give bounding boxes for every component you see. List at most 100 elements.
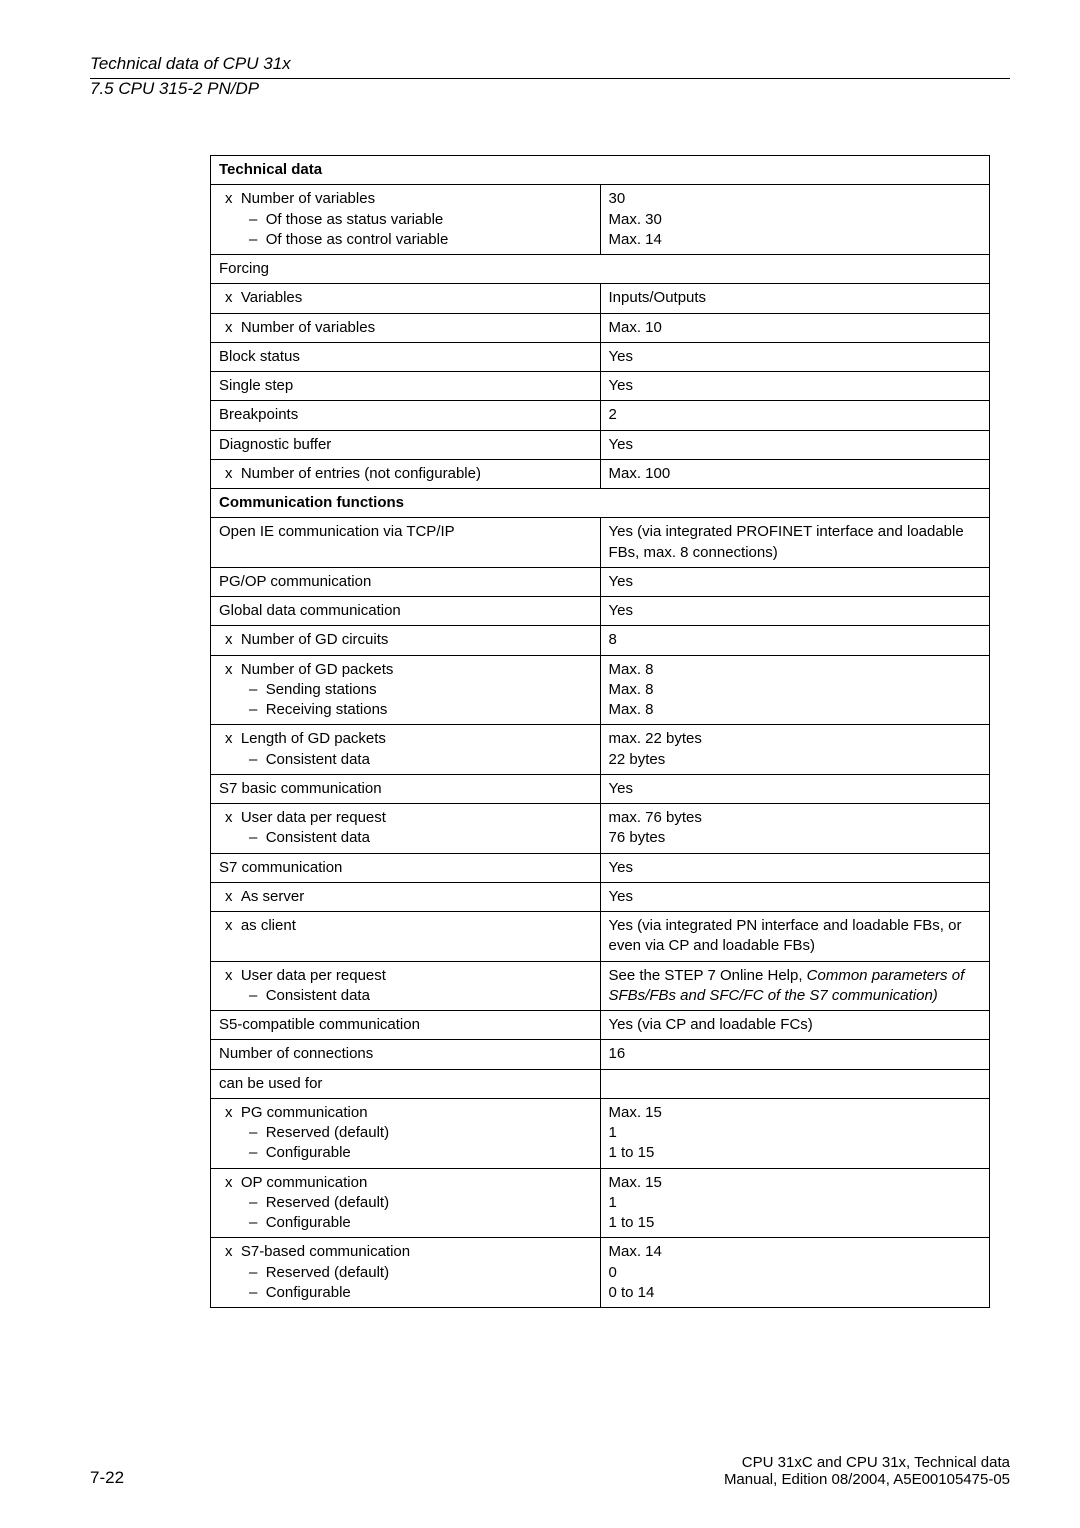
table-row: Number of entries (not configurable) Max.…: [211, 459, 990, 488]
table-left-item: Configurable: [219, 1213, 592, 1233]
table-left-item: Reserved (default): [219, 1123, 592, 1143]
table-right-item: 76 bytes: [609, 828, 982, 848]
table-right-item: max. 22 bytes: [609, 729, 982, 749]
table-left-item: OP communication: [219, 1173, 592, 1193]
table-cell-right: [600, 1069, 990, 1098]
table-left-item: PG/OP communication: [219, 572, 592, 592]
table-left-item: User data per request: [219, 966, 592, 986]
table-cell-left: Number of GD packetsSending stationsRece…: [211, 655, 601, 725]
table-left-item: Number of entries (not configurable): [219, 464, 592, 484]
table-left-item: Global data communication: [219, 601, 592, 621]
table-heading: Technical data: [211, 156, 990, 185]
table-cell-left: S5-compatible communication: [211, 1011, 601, 1040]
table-left-item: Receiving stations: [219, 700, 592, 720]
table-cell-left: As server: [211, 882, 601, 911]
table-cell-right: 8: [600, 626, 990, 655]
table-row: As server Yes: [211, 882, 990, 911]
table-row: Communication functions: [211, 489, 990, 518]
table-right-item: Max. 10: [609, 318, 982, 338]
table-right-item: max. 76 bytes: [609, 808, 982, 828]
table-cell-left: Forcing: [211, 255, 990, 284]
table-row: Number of GD packetsSending stationsRece…: [211, 655, 990, 725]
table-cell-left: Block status: [211, 342, 601, 371]
table-cell-left: PG communicationReserved (default)Config…: [211, 1098, 601, 1168]
table-right-item: Yes (via CP and loadable FCs): [609, 1015, 982, 1035]
table-cell-left: Number of variablesOf those as status va…: [211, 185, 601, 255]
table-row: PG/OP communication Yes: [211, 567, 990, 596]
table-right-item: Yes: [609, 376, 982, 396]
table-cell-right: Yes: [600, 597, 990, 626]
table-cell-left: Number of entries (not configurable): [211, 459, 601, 488]
table-left-item: Consistent data: [219, 828, 592, 848]
table-right-item: 0: [609, 1263, 982, 1283]
table-right-item: Yes: [609, 601, 982, 621]
table-cell-right: 2: [600, 401, 990, 430]
table-right-item: 0 to 14: [609, 1283, 982, 1303]
table-left-item: Variables: [219, 288, 592, 308]
table-right-item: 30: [609, 189, 982, 209]
table-cell-left: Diagnostic buffer: [211, 430, 601, 459]
table-row: Length of GD packetsConsistent datamax. …: [211, 725, 990, 775]
table-cell-left: Breakpoints: [211, 401, 601, 430]
table-row: OP communicationReserved (default)Config…: [211, 1168, 990, 1238]
table-left-item: Number of connections: [219, 1044, 592, 1064]
table-cell-right: Yes: [600, 567, 990, 596]
table-cell-left: OP communicationReserved (default)Config…: [211, 1168, 601, 1238]
table-cell-right: Inputs/Outputs: [600, 284, 990, 313]
table-row: User data per requestConsistent dataSee …: [211, 961, 990, 1011]
table-right-item: Yes: [609, 435, 982, 455]
table-cell-right: Yes (via integrated PROFINET interface a…: [600, 518, 990, 568]
table-left-item: Of those as status variable: [219, 210, 592, 230]
table-right-item: Yes: [609, 572, 982, 592]
table-cell-right: Yes: [600, 372, 990, 401]
table-cell-left: S7 communication: [211, 853, 601, 882]
table-row: Diagnostic buffer Yes: [211, 430, 990, 459]
table-left-item: Number of GD packets: [219, 660, 592, 680]
table-right-item: Yes: [609, 887, 982, 907]
table-left-item: Open IE communication via TCP/IP: [219, 522, 592, 542]
table-cell-right: Max. 1511 to 15: [600, 1098, 990, 1168]
table-cell-right: Yes: [600, 853, 990, 882]
table-cell-right: Max. 100: [600, 459, 990, 488]
table-left-item: User data per request: [219, 808, 592, 828]
footer-line2: Manual, Edition 08/2004, A5E00105475-05: [724, 1471, 1010, 1488]
table-row: as client Yes (via integrated PN interfac…: [211, 912, 990, 962]
table-right-item: Max. 100: [609, 464, 982, 484]
table-row: Global data communication Yes: [211, 597, 990, 626]
table-left-item: Sending stations: [219, 680, 592, 700]
table-row: Variables Inputs/Outputs: [211, 284, 990, 313]
table-right-item: Max. 30: [609, 210, 982, 230]
table-right-item: Inputs/Outputs: [609, 288, 982, 308]
table-right-item: 1 to 15: [609, 1213, 982, 1233]
table-left-item: as client: [219, 916, 592, 936]
technical-data-table: Technical data Number of variablesOf tho…: [210, 155, 990, 1308]
table-cell-left: Variables: [211, 284, 601, 313]
table-right-item: Max. 15: [609, 1173, 982, 1193]
table-right-item: Yes: [609, 779, 982, 799]
table-left-item: As server: [219, 887, 592, 907]
table-cell-right: 16: [600, 1040, 990, 1069]
table-left-item: Consistent data: [219, 750, 592, 770]
table-right-item: 1: [609, 1123, 982, 1143]
table-right-item: Yes (via integrated PN interface and loa…: [609, 916, 982, 957]
table-cell-right: See the STEP 7 Online Help, Common param…: [600, 961, 990, 1011]
table-right-item: 1 to 15: [609, 1143, 982, 1163]
footer-right: CPU 31xC and CPU 31x, Technical data Man…: [724, 1454, 1010, 1488]
table-right-item: 8: [609, 630, 982, 650]
table-row: Forcing: [211, 255, 990, 284]
table-row: S7-based communicationReserved (default)…: [211, 1238, 990, 1308]
table-right-item: Max. 14: [609, 1242, 982, 1262]
table-right-item: Max. 8: [609, 700, 982, 720]
table-right-item: Max. 14: [609, 230, 982, 250]
table-right-item: See the STEP 7 Online Help, Common param…: [609, 966, 982, 1007]
table-left-item: Diagnostic buffer: [219, 435, 592, 455]
table-left-item: Number of variables: [219, 189, 592, 209]
table-cell-right: Max. 10: [600, 313, 990, 342]
table-left-item: Number of variables: [219, 318, 592, 338]
table-left-item: Forcing: [219, 259, 981, 279]
table-cell-right: max. 76 bytes76 bytes: [600, 804, 990, 854]
table-right-item: Yes: [609, 858, 982, 878]
table-row: Single step Yes: [211, 372, 990, 401]
table-row: Number of connections 16: [211, 1040, 990, 1069]
table-cell-left: Single step: [211, 372, 601, 401]
